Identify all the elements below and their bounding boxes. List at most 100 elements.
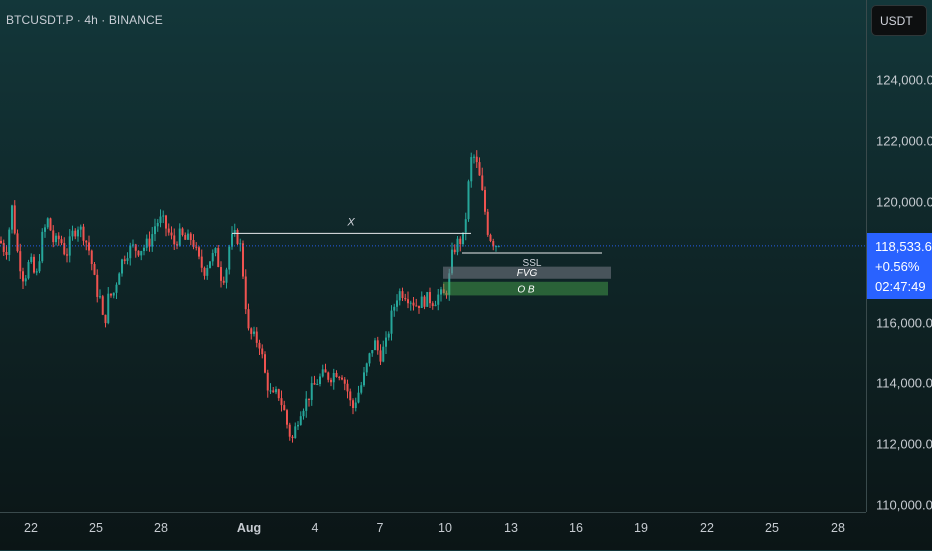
- candle-body: [170, 232, 173, 236]
- candle-body: [2, 243, 5, 252]
- candle-body: [467, 181, 470, 220]
- candle-body: [71, 230, 74, 237]
- candle-body: [121, 259, 123, 274]
- candle-body: [371, 350, 374, 354]
- candle-body: [211, 252, 214, 262]
- ob-zone: [443, 281, 608, 296]
- candle-body: [154, 226, 156, 235]
- price-axis[interactable]: [866, 0, 932, 512]
- candle-body: [431, 303, 434, 307]
- last-price-value: 118,533.6: [875, 239, 932, 254]
- candle-body: [313, 383, 316, 385]
- candle-body: [374, 340, 376, 351]
- candle-body: [407, 299, 409, 304]
- candle-body: [228, 246, 231, 270]
- candle-body: [184, 234, 187, 240]
- candle-body: [283, 405, 286, 411]
- candle-body: [387, 333, 390, 338]
- candle-body: [209, 261, 211, 269]
- candle-body: [41, 231, 44, 262]
- candle-body: [280, 398, 283, 406]
- time-axis[interactable]: [0, 512, 866, 551]
- candle-body: [379, 350, 382, 362]
- candle-body: [74, 230, 77, 237]
- candle-body: [294, 426, 297, 439]
- candle-body: [291, 436, 294, 439]
- candle-body: [335, 373, 338, 378]
- candle-body: [343, 379, 346, 384]
- candle-body: [101, 296, 104, 315]
- date-tick-label: 7: [376, 521, 384, 535]
- candle-body: [181, 228, 184, 235]
- candle-body: [396, 300, 398, 307]
- candle-body: [192, 240, 195, 247]
- bar-countdown: 02:47:49: [875, 279, 926, 294]
- level-x-label: X: [346, 216, 355, 228]
- date-tick-label: 28: [831, 521, 845, 535]
- candle-body: [173, 235, 176, 245]
- date-tick-label: 4: [311, 521, 319, 535]
- date-tick-label: 19: [634, 521, 648, 535]
- candle-body: [178, 228, 181, 246]
- price-tick-label: 124,000.0: [876, 72, 932, 88]
- candle-body: [35, 271, 38, 273]
- candle-body: [57, 235, 60, 240]
- price-tick-label: 122,000.0: [876, 133, 932, 149]
- candle-body: [442, 289, 445, 294]
- candle-body: [8, 229, 11, 255]
- candle-body: [19, 251, 22, 272]
- candle-body: [49, 218, 52, 231]
- candle-body: [346, 383, 349, 392]
- date-tick-label: 10: [438, 521, 452, 535]
- candle-body: [423, 296, 426, 307]
- candle-body: [286, 410, 288, 425]
- candle-body: [495, 246, 497, 248]
- candle-body: [277, 389, 280, 399]
- candle-body: [85, 240, 88, 243]
- candle-body: [167, 228, 170, 233]
- currency-button[interactable]: USDT: [871, 5, 927, 36]
- candle-body: [418, 305, 420, 308]
- symbol-title[interactable]: BTCUSDT.P · 4h · BINANCE: [6, 13, 163, 27]
- candle-body: [90, 250, 93, 265]
- candle-body: [253, 331, 255, 334]
- candle-body: [398, 291, 401, 301]
- candle-body: [464, 219, 467, 233]
- candle-body: [357, 392, 360, 403]
- candle-body: [475, 156, 478, 163]
- candle-body: [200, 256, 203, 268]
- candle-body: [352, 400, 354, 409]
- date-tick-label: 22: [700, 521, 714, 535]
- candle-body: [272, 390, 275, 393]
- candle-body: [404, 297, 407, 300]
- candle-body: [319, 376, 321, 384]
- candle-body: [137, 250, 140, 256]
- price-change-percent: +0.56%: [875, 259, 920, 274]
- candle-body: [266, 372, 269, 391]
- candle-body: [448, 273, 451, 295]
- candle-body: [225, 269, 228, 283]
- candle-body: [123, 259, 126, 261]
- candle-body: [129, 245, 132, 259]
- candle-body: [82, 226, 85, 241]
- candle-body: [231, 233, 233, 247]
- candle-body: [96, 274, 99, 297]
- candle-body: [242, 243, 244, 277]
- candle-body: [104, 314, 107, 324]
- date-tick-label: 25: [89, 521, 103, 535]
- candle-body: [162, 215, 165, 217]
- candle-body: [385, 337, 387, 347]
- ob-label: O B: [517, 284, 535, 295]
- candle-body: [60, 239, 63, 244]
- date-tick-label: 25: [765, 521, 779, 535]
- candle-body: [110, 293, 112, 296]
- price-tick-label: 114,000.0: [876, 375, 932, 391]
- candle-body: [107, 293, 110, 324]
- candle-body: [368, 353, 371, 364]
- candle-body: [176, 244, 178, 246]
- candle-body: [195, 246, 198, 248]
- candle-body: [63, 243, 66, 255]
- candle-body: [33, 256, 35, 273]
